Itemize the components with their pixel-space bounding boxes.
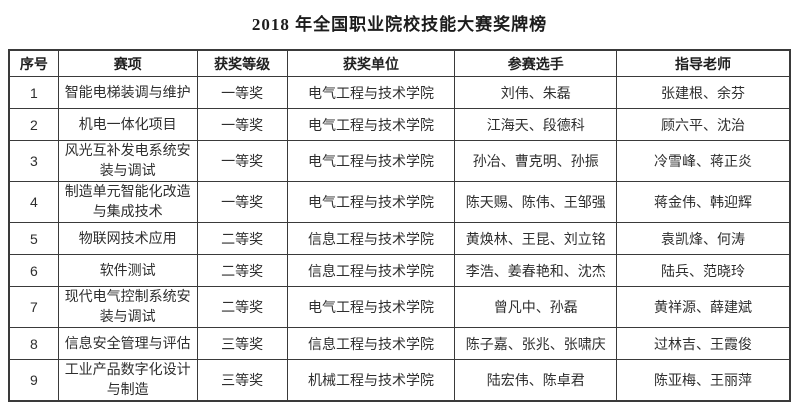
cell-award: 二等奖 (196, 222, 288, 255)
cell-teachers: 过林吉、王霞俊 (616, 327, 791, 360)
cell-unit: 电气工程与技术学院 (286, 140, 456, 182)
header-unit: 获奖单位 (286, 49, 456, 77)
cell-event: 智能电梯装调与维护 (57, 76, 198, 109)
cell-unit: 电气工程与技术学院 (286, 76, 456, 109)
cell-award: 一等奖 (196, 140, 288, 182)
cell-contestants: 李浩、姜春艳和、沈杰 (454, 254, 618, 287)
cell-no: 2 (8, 108, 59, 141)
cell-event: 物联网技术应用 (57, 222, 198, 255)
cell-event: 工业产品数字化设计 与制造 (57, 359, 198, 402)
cell-event: 信息安全管理与评估 (57, 327, 198, 360)
cell-no: 9 (8, 359, 59, 402)
cell-no: 5 (8, 222, 59, 255)
cell-no: 4 (8, 181, 59, 223)
cell-no: 1 (8, 76, 59, 109)
cell-unit: 信息工程与技术学院 (286, 222, 456, 255)
cell-teachers: 冷雪峰、蒋正炎 (616, 140, 791, 182)
cell-award: 一等奖 (196, 108, 288, 141)
cell-no: 6 (8, 254, 59, 287)
cell-event: 软件测试 (57, 254, 198, 287)
cell-contestants: 陈天赐、陈伟、王邹强 (454, 181, 618, 223)
cell-no: 3 (8, 140, 59, 182)
header-no: 序号 (8, 49, 59, 77)
cell-contestants: 陈子嘉、张兆、张啸庆 (454, 327, 618, 360)
table-row: 6 软件测试 二等奖 信息工程与技术学院 李浩、姜春艳和、沈杰 陆兵、范晓玲 (8, 254, 791, 287)
cell-teachers: 张建根、余芬 (616, 76, 791, 109)
cell-unit: 信息工程与技术学院 (286, 327, 456, 360)
cell-event: 机电一体化项目 (57, 108, 198, 141)
cell-award: 三等奖 (196, 359, 288, 402)
cell-award: 二等奖 (196, 254, 288, 287)
cell-award: 二等奖 (196, 286, 288, 328)
cell-event: 风光互补发电系统安 装与调试 (57, 140, 198, 182)
cell-contestants: 孙冶、曹克明、孙振 (454, 140, 618, 182)
table-row: 9 工业产品数字化设计 与制造 三等奖 机械工程与技术学院 陆宏伟、陈卓君 陈亚… (8, 359, 791, 402)
cell-award: 一等奖 (196, 76, 288, 109)
table-row: 2 机电一体化项目 一等奖 电气工程与技术学院 江海天、段德科 顾六平、沈治 (8, 108, 791, 141)
cell-contestants: 曾凡中、孙磊 (454, 286, 618, 328)
table-row: 4 制造单元智能化改造 与集成技术 一等奖 电气工程与技术学院 陈天赐、陈伟、王… (8, 181, 791, 223)
cell-unit: 信息工程与技术学院 (286, 254, 456, 287)
cell-teachers: 黄祥源、薛建斌 (616, 286, 791, 328)
cell-teachers: 陈亚梅、王丽萍 (616, 359, 791, 402)
cell-no: 8 (8, 327, 59, 360)
cell-award: 三等奖 (196, 327, 288, 360)
header-contestants: 参赛选手 (454, 49, 618, 77)
cell-event: 制造单元智能化改造 与集成技术 (57, 181, 198, 223)
cell-contestants: 黄焕林、王昆、刘立铭 (454, 222, 618, 255)
table-row: 3 风光互补发电系统安 装与调试 一等奖 电气工程与技术学院 孙冶、曹克明、孙振… (8, 140, 791, 182)
cell-event: 现代电气控制系统安 装与调试 (57, 286, 198, 328)
cell-award: 一等奖 (196, 181, 288, 223)
cell-contestants: 陆宏伟、陈卓君 (454, 359, 618, 402)
cell-teachers: 陆兵、范晓玲 (616, 254, 791, 287)
cell-no: 7 (8, 286, 59, 328)
header-teachers: 指导老师 (616, 49, 791, 77)
cell-contestants: 刘伟、朱磊 (454, 76, 618, 109)
cell-unit: 机械工程与技术学院 (286, 359, 456, 402)
table-row: 5 物联网技术应用 二等奖 信息工程与技术学院 黄焕林、王昆、刘立铭 袁凯烽、何… (8, 222, 791, 255)
header-award: 获奖等级 (196, 49, 288, 77)
table-row: 7 现代电气控制系统安 装与调试 二等奖 电气工程与技术学院 曾凡中、孙磊 黄祥… (8, 286, 791, 328)
table-row: 8 信息安全管理与评估 三等奖 信息工程与技术学院 陈子嘉、张兆、张啸庆 过林吉… (8, 327, 791, 360)
cell-teachers: 蒋金伟、韩迎辉 (616, 181, 791, 223)
award-table: 序号 赛项 获奖等级 获奖单位 参赛选手 指导老师 1 智能电梯装调与维护 一等… (8, 49, 791, 402)
table-row: 1 智能电梯装调与维护 一等奖 电气工程与技术学院 刘伟、朱磊 张建根、余芬 (8, 76, 791, 109)
cell-teachers: 顾六平、沈治 (616, 108, 791, 141)
cell-unit: 电气工程与技术学院 (286, 181, 456, 223)
cell-teachers: 袁凯烽、何涛 (616, 222, 791, 255)
cell-unit: 电气工程与技术学院 (286, 286, 456, 328)
page-title: 2018 年全国职业院校技能大赛奖牌榜 (251, 15, 548, 34)
table-header-row: 序号 赛项 获奖等级 获奖单位 参赛选手 指导老师 (8, 49, 791, 77)
header-event: 赛项 (57, 49, 198, 77)
cell-contestants: 江海天、段德科 (454, 108, 618, 141)
cell-unit: 电气工程与技术学院 (286, 108, 456, 141)
